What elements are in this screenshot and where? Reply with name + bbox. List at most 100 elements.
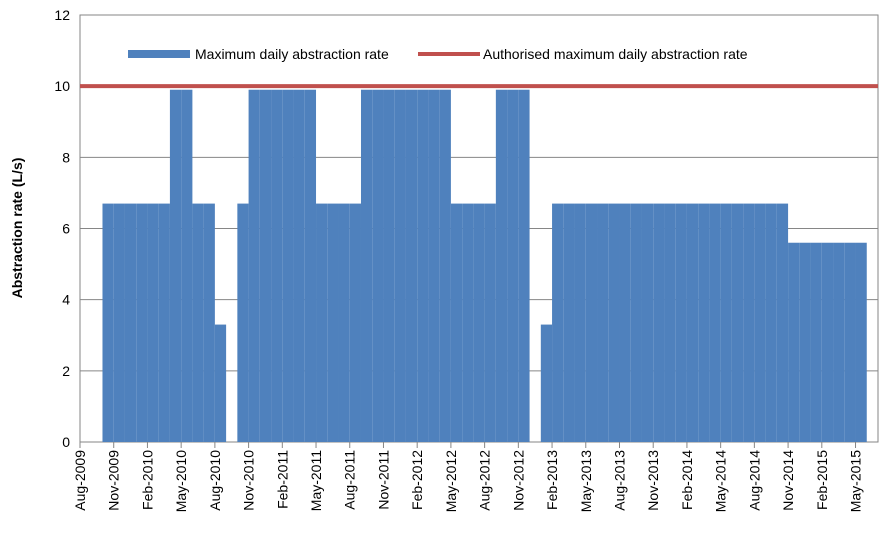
bar [293, 89, 305, 442]
bar [844, 242, 856, 442]
bar [428, 89, 440, 442]
x-tick-label: Nov-2009 [106, 450, 122, 511]
x-tick-label: Feb-2014 [679, 450, 695, 510]
y-tick-label: 6 [62, 221, 70, 237]
x-tick-label: May-2013 [578, 450, 594, 512]
bar [271, 89, 283, 442]
y-axis-label: Abstraction rate (L/s) [9, 158, 25, 299]
bar [383, 89, 395, 442]
bar [698, 203, 710, 442]
legend-label: Maximum daily abstraction rate [195, 46, 389, 62]
x-tick-label: Nov-2011 [375, 450, 391, 510]
y-tick-label: 0 [62, 434, 70, 450]
x-tick-label: May-2010 [173, 450, 189, 512]
bar [799, 242, 811, 442]
bar [563, 203, 575, 442]
y-tick-label: 10 [54, 78, 70, 94]
bar [788, 242, 800, 442]
bar [709, 203, 721, 442]
bar [316, 203, 328, 442]
x-tick-label: May-2012 [443, 450, 459, 512]
x-tick-label: Aug-2014 [746, 450, 762, 511]
bar [821, 242, 834, 442]
bar [552, 203, 564, 442]
bar [720, 203, 732, 442]
bar [855, 242, 867, 442]
bar [540, 324, 553, 442]
y-tick-label: 8 [62, 149, 70, 165]
bar [743, 203, 755, 442]
bar [214, 324, 227, 442]
x-tick-label: Nov-2012 [510, 450, 526, 511]
bar [608, 203, 620, 442]
bar [518, 89, 530, 442]
x-tick-label: Aug-2009 [72, 450, 88, 511]
bar [136, 203, 148, 442]
x-tick-label: Nov-2013 [645, 450, 661, 511]
bar [181, 89, 193, 442]
bar [653, 203, 665, 442]
bar [810, 242, 822, 442]
bar [765, 203, 777, 442]
bar [147, 203, 159, 442]
legend-swatch [128, 50, 190, 58]
x-tick-label: Feb-2013 [544, 450, 560, 510]
bar [394, 89, 406, 442]
bar [338, 203, 350, 442]
bar [574, 203, 586, 442]
bar [597, 203, 609, 442]
x-tick-label: May-2011 [308, 450, 324, 511]
bar [102, 203, 114, 442]
bar [641, 203, 654, 442]
bar [360, 89, 373, 442]
x-tick-label: Nov-2010 [241, 450, 257, 511]
bar [248, 89, 260, 442]
y-tick-label: 2 [62, 363, 70, 379]
bar [833, 242, 845, 442]
x-tick-label: Feb-2010 [139, 450, 155, 510]
bar [585, 203, 598, 442]
bar [439, 89, 451, 442]
bar [484, 203, 496, 442]
bar [304, 89, 317, 442]
bar [619, 203, 631, 442]
bar [349, 203, 361, 442]
bar [405, 89, 418, 442]
bar [450, 203, 463, 442]
bar [327, 203, 339, 442]
y-tick-label: 12 [54, 7, 70, 23]
x-tick-label: Feb-2012 [409, 450, 425, 510]
bar [776, 203, 789, 442]
bar [507, 89, 519, 442]
x-tick-label: Aug-2010 [207, 450, 223, 511]
bar [158, 203, 170, 442]
x-tick-label: May-2015 [848, 450, 864, 512]
bar [675, 203, 687, 442]
bar [495, 89, 508, 442]
bar [731, 203, 744, 442]
bar [192, 203, 204, 442]
bar [203, 203, 215, 442]
x-tick-label: Feb-2011 [274, 450, 290, 509]
bar [462, 203, 474, 442]
bar [259, 89, 272, 442]
bar [473, 203, 485, 442]
bar [630, 203, 642, 442]
bar [237, 203, 249, 442]
bar [664, 203, 676, 442]
x-tick-label: May-2014 [713, 450, 729, 512]
x-tick-label: Feb-2015 [814, 450, 830, 510]
bar [169, 89, 182, 442]
bar [113, 203, 125, 442]
bar [372, 89, 384, 442]
bar [686, 203, 699, 442]
x-tick-label: Aug-2012 [477, 450, 493, 511]
bar [417, 89, 429, 442]
bar [754, 203, 766, 442]
x-tick-label: Aug-2011 [342, 450, 358, 510]
bar [282, 89, 294, 442]
x-tick-label: Aug-2013 [611, 450, 627, 511]
y-tick-label: 4 [62, 292, 70, 308]
legend-label: Authorised maximum daily abstraction rat… [483, 46, 748, 62]
